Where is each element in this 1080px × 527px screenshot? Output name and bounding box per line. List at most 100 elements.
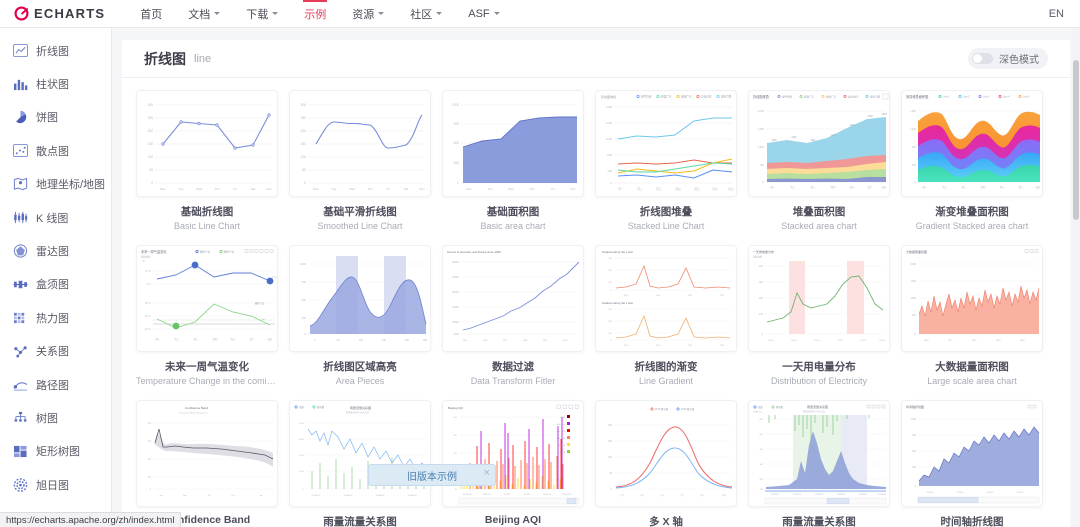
svg-text:1200: 1200 (606, 121, 613, 125)
svg-text:1990: 1990 (996, 340, 1002, 342)
top-navbar: ECHARTS 首页 文档 下载 示例 资源 社区 ASF EN (0, 0, 1080, 28)
sidebar-item-heatmap[interactable]: 热力图 (0, 301, 111, 334)
dark-mode-toggle[interactable]: 深色模式 (968, 48, 1048, 69)
sidebar-item-boxplot[interactable]: 盒须图 (0, 268, 111, 301)
sidebar-item-label: 地理坐标/地图 (36, 179, 106, 192)
svg-text:2009/6/14: 2009/6/14 (793, 494, 801, 496)
card-title-en: Large scale area chart (927, 376, 1017, 386)
svg-text:1132: 1132 (791, 136, 797, 139)
svg-text:Line 4: Line 4 (1003, 95, 1010, 98)
svg-text:300: 300 (453, 435, 457, 437)
svg-text:0: 0 (457, 181, 459, 185)
page-scrollbar-track[interactable] (1072, 28, 1080, 527)
sidebar-item-bar[interactable]: 柱状图 (0, 67, 111, 100)
svg-text:00:00: 00:00 (768, 340, 774, 342)
svg-text:2013/2/8: 2013/2/8 (504, 494, 511, 496)
svg-text:流量: 流量 (299, 405, 304, 409)
sidebar-item-pie[interactable]: 饼图 (0, 101, 111, 134)
svg-text:Thu: Thu (214, 187, 220, 191)
example-card[interactable]: 流量 降雨量 雨量流量关系图 数据来自西安兰州水文站 水量(m³/s) (748, 400, 890, 527)
svg-text:200: 200 (608, 425, 613, 427)
sidebar-item-scatter[interactable]: 散点图 (0, 134, 111, 167)
sidebar-item-label: 柱状图 (36, 79, 69, 92)
svg-text:未来一周气温变化: 未来一周气温变化 (141, 249, 167, 254)
svg-text:600: 600 (759, 419, 763, 421)
example-card[interactable]: 折线图堆叠 邮件营销 联盟广告 视频广告 直接访问 搜索引擎 (748, 90, 890, 231)
page-scrollbar-thumb[interactable] (1073, 60, 1079, 220)
sidebar-item-radar[interactable]: 雷达图 (0, 234, 111, 267)
example-card[interactable]: Income of Germany and France since 1950 … (442, 245, 584, 386)
logo-text: ECHARTS (34, 6, 106, 21)
svg-text:周四: 周四 (981, 185, 986, 189)
svg-text:300: 300 (608, 258, 612, 260)
svg-text:Tue: Tue (331, 187, 336, 191)
nav-item-asf[interactable]: ASF (455, 0, 512, 28)
svg-text:Sat: Sat (251, 187, 256, 191)
sidebar-item-lines[interactable]: 路径图 (0, 368, 111, 401)
sunburst-icon (12, 477, 28, 492)
svg-text:2020: 2020 (656, 345, 661, 347)
example-card[interactable]: 300 250 200 150 100 50 0 Mon Tue Wed Thu Fri Sat Sun… (136, 90, 278, 231)
example-card[interactable]: 大数据量面积图 2000 1500 1000 500 0 (901, 245, 1043, 386)
language-switcher[interactable]: EN (1048, 7, 1064, 20)
svg-text:> 300: > 300 (560, 416, 566, 419)
bar-chart-icon (12, 77, 28, 91)
svg-text:Sun: Sun (266, 187, 272, 191)
svg-text:2019: 2019 (624, 295, 629, 297)
sidebar-item-line[interactable]: 折线图 (0, 34, 111, 67)
svg-text:周三: 周三 (656, 187, 662, 191)
sidebar-item-map[interactable]: 地理坐标/地图 (0, 168, 111, 201)
example-card[interactable]: Gradient along the y axis 300 200 100 0 201… (595, 245, 737, 386)
example-card[interactable]: 时间轴折线图 1200 900 600 300 0 201 (901, 400, 1043, 527)
line-chart-icon (12, 44, 28, 58)
sidebar-item-treemap[interactable]: 矩形树图 (0, 435, 111, 468)
example-card[interactable]: 300 250 200 150 100 50 0 Mon Tue Wed Thu Fri Sat Sun… (289, 90, 431, 231)
close-icon[interactable]: × (483, 467, 490, 479)
svg-text:Beijing AQI: Beijing AQI (448, 406, 463, 410)
svg-text:50: 50 (455, 489, 458, 491)
legacy-examples-banner[interactable]: 旧版本示例 × (368, 464, 496, 486)
svg-text:5月: 5月 (660, 493, 663, 497)
svg-text:200 - 300: 200 - 300 (557, 424, 566, 426)
example-card[interactable]: 折线图堆叠 邮件营销 联盟广告 视频广告 直接访问 搜索引擎 1400 1 (595, 90, 737, 231)
svg-text:1320: 1320 (771, 139, 777, 142)
sidebar-item-candlestick[interactable]: K 线图 (0, 201, 111, 234)
example-card[interactable]: Confidence Band Example in MetricsGraphi… (136, 400, 278, 527)
nav-item-community[interactable]: 社区 (397, 0, 455, 28)
svg-text:300: 300 (148, 103, 154, 107)
main-content: 折线图 line 深色模式 300 250 200 150 100 50 0 (112, 28, 1080, 527)
nav-item-download[interactable]: 下载 (233, 0, 291, 28)
sidebar-item-sunburst[interactable]: 旭日图 (0, 468, 111, 501)
svg-text:0: 0 (150, 489, 152, 491)
svg-text:500: 500 (912, 314, 917, 317)
svg-text:Income of Germany and France s: Income of Germany and France since 1950 (447, 250, 501, 254)
example-card[interactable]: 2015 降水量 2016 降水量 200 150 100 50 0 1月 3月 5月 7月 (595, 400, 737, 527)
svg-text:周日: 周日 (1036, 185, 1041, 189)
example-card[interactable]: 1000 750 500 250 0 0 50 100 150 200 250 折线图区域高亮 A… (289, 245, 431, 386)
sidebar-item-graph[interactable]: 关系图 (0, 335, 111, 368)
example-card[interactable]: 渐变堆叠面积图 Line 1 Line 2 Line 3 Line 4 Line… (901, 90, 1043, 231)
card-title-cn: 雨量流量关系图 (782, 516, 856, 527)
example-card[interactable]: 1200 900 600 300 0 Mon Tue Wed Thu Fri Sun 基础面积图 … (442, 90, 584, 231)
svg-text:邮件营销: 邮件营销 (782, 94, 793, 98)
svg-text:降雨量: 降雨量 (776, 405, 784, 409)
svg-text:Jan: Jan (259, 495, 263, 497)
sidebar-item-label: 雷达图 (36, 246, 69, 259)
nav-item-home[interactable]: 首页 (140, 8, 163, 21)
nav-item-resources[interactable]: 资源 (339, 0, 397, 28)
card-title-cn: 折线图区域高亮 (323, 361, 397, 373)
svg-text:3月: 3月 (640, 493, 643, 497)
nav-item-docs[interactable]: 文档 (175, 0, 233, 28)
site-logo[interactable]: ECHARTS (14, 6, 105, 21)
card-title-cn: 渐变堆叠面积图 (935, 206, 1009, 218)
example-card[interactable]: 未来一周气温变化 纯属虚构 最高气温 最低气温 °C (136, 245, 278, 386)
svg-text:2000: 2000 (299, 439, 305, 441)
card-title-en: Smoothed Line Chart (317, 221, 403, 231)
svg-text:周五: 周五 (1000, 185, 1005, 189)
nav-item-examples[interactable]: 示例 (291, 0, 339, 28)
svg-text:2022: 2022 (720, 295, 725, 297)
card-title-en: Line Gradient (638, 376, 694, 386)
example-card[interactable]: 一天用电量分布 纯属虚构 400 300 200 100 0 00:00 06:00 09:… (748, 245, 890, 386)
chart-thumbnail: 流量 降雨量 雨量流量关系图 数据来自西安兰州水文站 水量(m³/s) (748, 400, 890, 507)
sidebar-item-tree[interactable]: 树图 (0, 401, 111, 434)
